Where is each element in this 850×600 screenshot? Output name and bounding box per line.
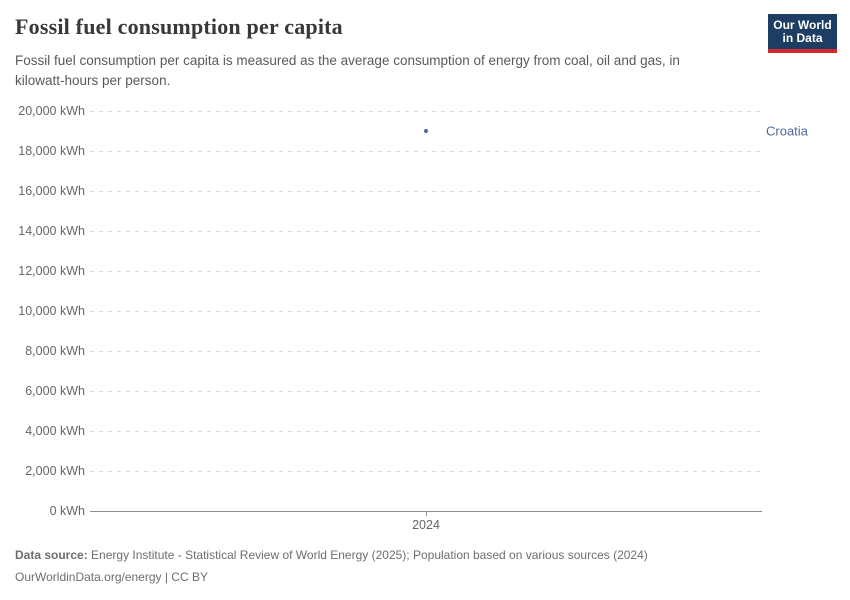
- chart-subtitle: Fossil fuel consumption per capita is me…: [15, 53, 680, 88]
- chart-title: Fossil fuel consumption per capita: [15, 14, 343, 39]
- y-axis-tick-label: 8,000 kWh: [25, 344, 85, 358]
- license-line: OurWorldinData.org/energy | CC BY: [15, 569, 835, 585]
- y-axis-tick-label: 10,000 kWh: [18, 304, 85, 318]
- x-axis-tick-mark: [426, 511, 427, 516]
- data-source-label: Data source:: [15, 548, 88, 562]
- data-point-croatia[interactable]: [424, 129, 428, 133]
- gridline: [90, 271, 762, 272]
- y-axis-tick-label: 20,000 kWh: [18, 104, 85, 118]
- x-axis-tick-label: 2024: [412, 518, 440, 532]
- y-axis-tick-label: 2,000 kWh: [25, 464, 85, 478]
- owid-logo[interactable]: Our World in Data: [768, 14, 837, 53]
- owid-energy-link[interactable]: OurWorldinData.org/energy | CC BY: [15, 570, 208, 584]
- gridline: [90, 351, 762, 352]
- gridline: [90, 151, 762, 152]
- gridline: [90, 471, 762, 472]
- y-axis-tick-label: 6,000 kWh: [25, 384, 85, 398]
- gridline: [90, 191, 762, 192]
- gridline: [90, 231, 762, 232]
- data-source-line: Data source: Energy Institute - Statisti…: [15, 547, 835, 563]
- gridline: [90, 431, 762, 432]
- y-axis-tick-label: 0 kWh: [49, 504, 85, 518]
- y-axis-tick-label: 16,000 kWh: [18, 184, 85, 198]
- owid-logo-line2: in Data: [782, 31, 823, 45]
- chart-footer: Data source: Energy Institute - Statisti…: [15, 547, 835, 585]
- gridline: [90, 391, 762, 392]
- gridline: [90, 111, 762, 112]
- y-axis-tick-label: 18,000 kWh: [18, 144, 85, 158]
- data-source-text: Energy Institute - Statistical Review of…: [91, 548, 648, 562]
- y-axis-tick-label: 4,000 kWh: [25, 424, 85, 438]
- y-axis-tick-label: 14,000 kWh: [18, 224, 85, 238]
- gridline: [90, 311, 762, 312]
- y-axis-tick-label: 12,000 kWh: [18, 264, 85, 278]
- entity-label-croatia[interactable]: Croatia: [766, 123, 808, 139]
- owid-logo-line1: Our World: [773, 18, 832, 32]
